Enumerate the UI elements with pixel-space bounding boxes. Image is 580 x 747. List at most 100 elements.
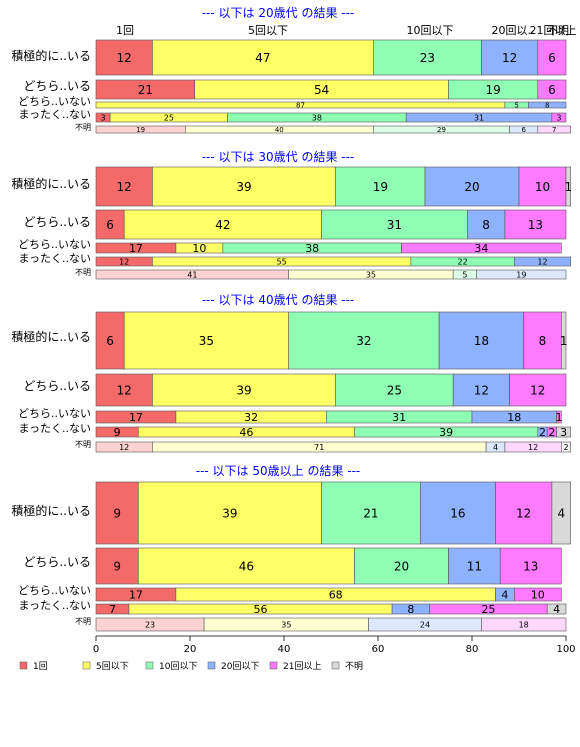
bar-value-label: 39 — [222, 506, 237, 520]
bar-segment — [523, 311, 562, 370]
bar-value-label: 47 — [255, 51, 270, 65]
bar-value-label: 32 — [356, 334, 371, 348]
bar-value-label: 7 — [552, 126, 556, 134]
bar-value-label: 35 — [281, 620, 291, 629]
row-label: どちら..いる — [23, 379, 91, 393]
bar-segment — [288, 311, 440, 370]
bar-segment — [321, 481, 421, 545]
bar-segment — [335, 166, 426, 207]
x-axis-tick-label: 40 — [278, 644, 291, 655]
legend-swatch — [82, 661, 91, 670]
row-label: 積極的に..いる — [11, 48, 91, 63]
panel-title: --- 以下は 30歳代 の結果 --- — [202, 150, 355, 164]
bar-value-label: 12 — [528, 443, 538, 452]
category-header-label: 5回以下 — [248, 24, 288, 37]
bar-value-label: 68 — [329, 588, 343, 601]
x-axis-tick-label: 80 — [466, 644, 479, 655]
bar-value-label: 13 — [523, 559, 538, 573]
bar-segment — [354, 547, 449, 585]
bar-value-label: 38 — [312, 113, 322, 122]
bar-value-label: 31 — [387, 218, 402, 232]
bar-value-label: 9 — [113, 506, 121, 520]
bar-segment — [504, 209, 567, 240]
row-label: 積極的に..いる — [11, 503, 91, 518]
bar-segment — [499, 547, 562, 585]
bar-value-label: 3 — [556, 113, 561, 122]
legend-label: 10回以下 — [159, 661, 197, 672]
panel-title: --- 以下は 50歳以上 の結果 --- — [196, 464, 361, 478]
x-axis-tick-label: 20 — [184, 644, 197, 655]
bar-value-label: 29 — [437, 126, 446, 134]
bar-segment — [537, 79, 567, 100]
bar-value-label: 21 — [363, 506, 378, 520]
bar-value-label: 39 — [236, 383, 251, 397]
bar-value-label: 6 — [521, 126, 526, 134]
bar-segment — [419, 481, 496, 545]
bar-segment — [321, 209, 468, 240]
bar-value-label: 3 — [560, 426, 567, 439]
bar-segment — [335, 373, 454, 407]
row-label: 不明 — [75, 268, 91, 277]
bar-value-label: 7 — [109, 603, 116, 616]
bar-value-label: 23 — [420, 51, 435, 65]
bar-value-label: 10 — [531, 588, 545, 601]
legend-swatch — [19, 661, 28, 670]
bar-segment — [152, 39, 374, 76]
bar-segment — [424, 166, 520, 207]
legend-label: 20回以下 — [221, 661, 259, 672]
panel-title: --- 以下は 40歳代 の結果 --- — [202, 293, 355, 307]
bar-value-label: 4 — [557, 506, 565, 520]
bar-value-label: 19 — [516, 270, 526, 279]
bar-value-label: 19 — [486, 83, 501, 97]
bar-segment — [138, 547, 355, 585]
row-label: どちら..いる — [23, 555, 91, 569]
row-label: まったく..ない — [18, 599, 91, 612]
bar-segment — [565, 166, 571, 207]
legend-swatch — [331, 661, 340, 670]
bar-value-label: 20 — [464, 180, 479, 194]
bar-value-label: 12 — [474, 383, 489, 397]
bar-value-label: 10 — [192, 242, 206, 255]
row-label: どちら..いない — [18, 95, 91, 108]
bar-segment — [560, 441, 571, 453]
bar-segment — [95, 209, 125, 240]
legend-label: 不明 — [345, 661, 363, 672]
bar-value-label: 8 — [545, 102, 549, 110]
row-label: どちら..いない — [18, 584, 91, 597]
bar-value-label: 12 — [516, 506, 531, 520]
panel-title: --- 以下は 20歳代 の結果 --- — [202, 6, 355, 20]
row-label: 不明 — [75, 123, 91, 132]
bar-segment — [560, 311, 567, 370]
row-label: 不明 — [75, 440, 91, 449]
bar-segment — [528, 101, 567, 109]
legend-swatch — [269, 661, 278, 670]
bar-segment — [123, 311, 289, 370]
bar-value-label: 8 — [407, 603, 414, 616]
bar-value-label: 1 — [565, 180, 573, 194]
x-axis-tick-label: 100 — [556, 644, 575, 655]
bar-value-label: 23 — [145, 620, 155, 629]
bar-value-label: 2 — [539, 426, 546, 439]
bar-value-label: 5 — [462, 270, 467, 279]
row-label: まったく..ない — [18, 422, 91, 435]
bar-value-label: 46 — [239, 426, 253, 439]
bar-value-label: 54 — [314, 83, 329, 97]
bar-value-label: 6 — [548, 51, 556, 65]
bar-segment — [152, 166, 336, 207]
bar-value-label: 9 — [113, 559, 121, 573]
bar-value-label: 12 — [117, 383, 132, 397]
bar-value-label: 71 — [314, 443, 324, 452]
legend-swatch — [145, 661, 154, 670]
bar-segment — [551, 112, 567, 123]
bar-value-label: 24 — [420, 620, 430, 629]
bar-segment — [452, 373, 510, 407]
bar-value-label: 41 — [187, 270, 197, 279]
bar-value-label: 21 — [138, 83, 153, 97]
bar-segment — [401, 242, 562, 254]
bar-value-label: 3 — [101, 113, 106, 122]
bar-value-label: 46 — [239, 559, 254, 573]
legend-swatch — [207, 661, 216, 670]
row-label: 積極的に..いる — [11, 329, 91, 344]
bar-segment — [556, 426, 571, 438]
bar-value-label: 38 — [305, 242, 319, 255]
